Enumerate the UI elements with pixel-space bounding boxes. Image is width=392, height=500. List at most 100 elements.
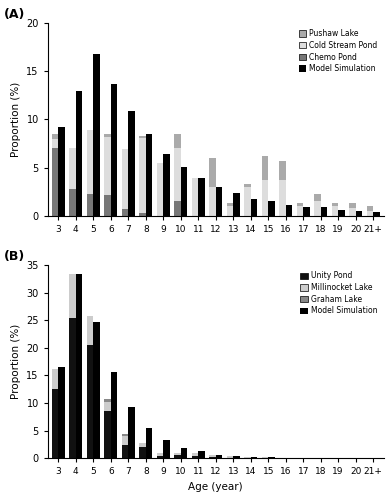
Bar [139, 136, 146, 138]
Bar [122, 150, 128, 209]
Bar [76, 90, 82, 216]
Bar [69, 189, 76, 216]
Bar [367, 211, 373, 216]
Bar [181, 448, 187, 458]
Bar [192, 178, 198, 216]
Bar [349, 204, 356, 208]
Bar [157, 163, 163, 216]
Bar [356, 211, 362, 216]
Bar [157, 456, 163, 458]
Bar [332, 204, 338, 206]
Bar [279, 180, 286, 216]
Bar [157, 452, 163, 456]
Bar [174, 202, 181, 216]
Bar [69, 318, 76, 458]
Bar [122, 434, 128, 436]
Bar [321, 207, 327, 216]
Bar [244, 187, 251, 216]
Text: (A): (A) [4, 8, 25, 21]
Y-axis label: Proportion (%): Proportion (%) [11, 82, 21, 157]
Bar [52, 148, 58, 216]
Bar [58, 127, 65, 216]
Bar [198, 452, 205, 458]
Bar [52, 138, 58, 148]
Bar [251, 457, 258, 458]
Bar [192, 452, 198, 456]
Bar [122, 436, 128, 445]
Bar [367, 206, 373, 211]
Bar [192, 456, 198, 458]
Bar [332, 206, 338, 216]
Bar [104, 134, 111, 137]
Bar [227, 204, 233, 206]
Bar [122, 445, 128, 458]
Bar [111, 84, 118, 216]
Bar [111, 372, 118, 458]
Bar [303, 207, 310, 216]
Bar [261, 156, 268, 180]
Bar [93, 54, 100, 216]
Bar [104, 137, 111, 194]
Bar [58, 367, 65, 458]
Bar [69, 148, 76, 189]
Bar [128, 407, 135, 458]
Bar [314, 194, 321, 202]
Bar [297, 204, 303, 206]
Bar [268, 202, 275, 216]
Bar [233, 192, 240, 216]
Bar [279, 161, 286, 180]
Bar [216, 455, 222, 458]
Bar [209, 158, 216, 187]
Bar [373, 212, 380, 216]
Bar [174, 452, 181, 456]
Bar [227, 456, 233, 458]
Bar [139, 442, 146, 447]
Bar [93, 322, 100, 458]
Bar [52, 370, 58, 389]
Bar [261, 180, 268, 216]
Bar [104, 399, 111, 402]
Y-axis label: Proportion (%): Proportion (%) [11, 324, 21, 400]
Bar [163, 154, 170, 216]
Bar [209, 187, 216, 216]
Bar [128, 111, 135, 216]
Bar [146, 428, 152, 458]
Bar [209, 455, 216, 457]
Bar [139, 138, 146, 213]
Bar [174, 148, 181, 202]
Bar [139, 447, 146, 458]
Bar [233, 456, 240, 458]
Bar [87, 194, 93, 216]
Bar [251, 198, 258, 216]
Bar [76, 274, 82, 458]
Bar [314, 202, 321, 216]
Bar [122, 209, 128, 216]
Legend: Unity Pond, Millinocket Lake, Graham Lake, Model Simulation: Unity Pond, Millinocket Lake, Graham Lak… [298, 269, 380, 318]
Bar [198, 178, 205, 216]
Bar [87, 345, 93, 458]
Bar [349, 208, 356, 216]
Legend: Pushaw Lake, Cold Stream Pond, Chemo Pond, Model Simulation: Pushaw Lake, Cold Stream Pond, Chemo Pon… [296, 27, 380, 76]
Bar [104, 194, 111, 216]
Bar [163, 440, 170, 458]
Bar [104, 412, 111, 458]
Bar [87, 316, 93, 345]
Bar [69, 274, 76, 318]
Bar [52, 389, 58, 458]
Bar [139, 213, 146, 216]
Bar [174, 456, 181, 458]
Bar [104, 402, 111, 411]
Bar [146, 134, 152, 216]
Bar [244, 184, 251, 187]
Bar [181, 166, 187, 216]
Bar [209, 457, 216, 458]
X-axis label: Age (year): Age (year) [189, 482, 243, 492]
Bar [297, 206, 303, 216]
Bar [338, 210, 345, 216]
Bar [286, 206, 292, 216]
Text: (B): (B) [4, 250, 25, 264]
Bar [216, 187, 222, 216]
Bar [244, 456, 251, 458]
Bar [87, 130, 93, 194]
Bar [174, 134, 181, 148]
